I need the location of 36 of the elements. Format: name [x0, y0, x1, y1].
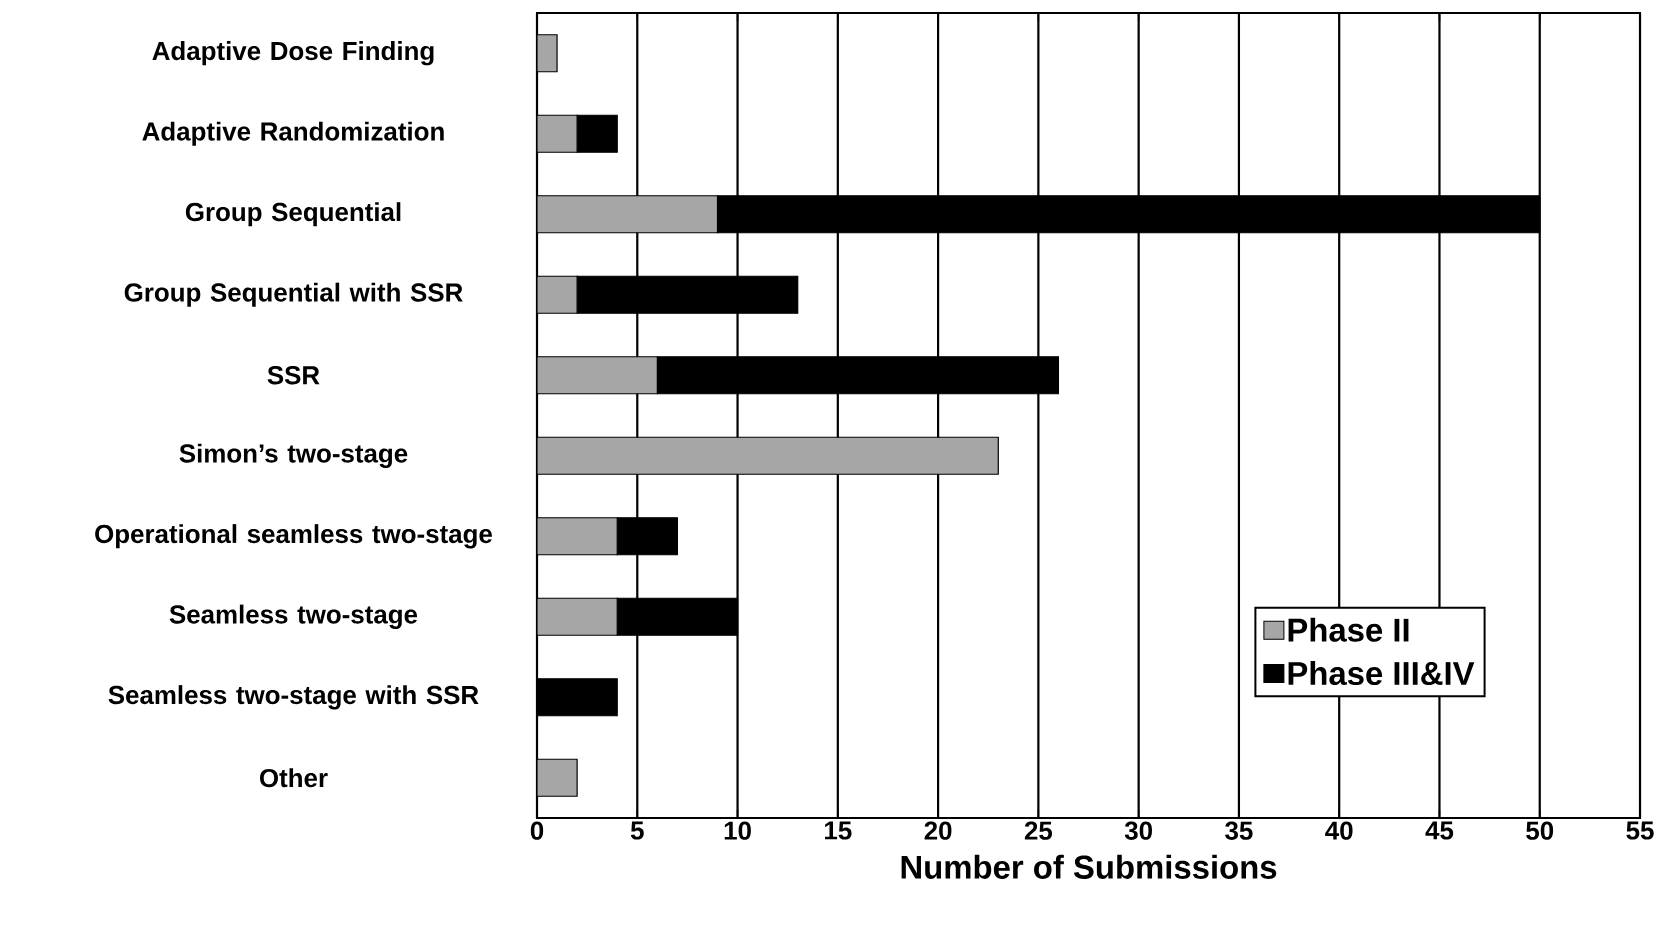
x-tick-label: 25 — [1024, 821, 1053, 840]
x-tick-label: 45 — [1425, 821, 1454, 840]
x-tick-label: 35 — [1225, 821, 1253, 840]
bar — [537, 195, 719, 234]
x-tick-label: 10 — [724, 821, 751, 840]
y-tick-label: Seamless two-stage — [169, 604, 418, 629]
bar — [576, 275, 799, 314]
y-tick-label: Group Sequential with SSR — [124, 282, 463, 307]
x-tick-label: 15 — [825, 821, 852, 840]
x-tick-label: 40 — [1325, 821, 1353, 840]
bar — [537, 275, 578, 314]
x-tick-label: 0 — [530, 821, 544, 840]
y-tick-label: Adaptive Dose Finding — [152, 41, 434, 66]
y-tick-label: SSR — [267, 366, 320, 385]
y-tick-label: Adaptive Randomization — [142, 121, 444, 146]
y-tick-label: Seamless two-stage with SSR — [108, 685, 479, 710]
bar — [616, 517, 678, 556]
legend-label: Phase II — [1288, 617, 1409, 642]
x-axis-title: Number of Submissions — [901, 854, 1277, 879]
x-tick-label: 5 — [630, 821, 644, 840]
bar — [537, 114, 578, 153]
x-tick-label: 20 — [924, 821, 952, 840]
x-tick-label: 55 — [1626, 821, 1654, 840]
y-tick-label: Other — [260, 768, 328, 788]
y-tick-label: Simon’s two-stage — [179, 443, 408, 468]
bar — [537, 436, 999, 475]
bar — [537, 758, 578, 797]
bar — [537, 517, 618, 556]
x-tick-label: 50 — [1526, 821, 1554, 840]
x-tick-label: 30 — [1124, 821, 1152, 840]
legend-label: Phase III&IV — [1288, 660, 1475, 686]
y-tick-label: Operational seamless two-stage — [95, 524, 492, 549]
bar — [616, 597, 739, 636]
y-tick-label: Group Sequential — [185, 202, 401, 227]
bar — [537, 597, 618, 636]
bar — [537, 356, 658, 395]
